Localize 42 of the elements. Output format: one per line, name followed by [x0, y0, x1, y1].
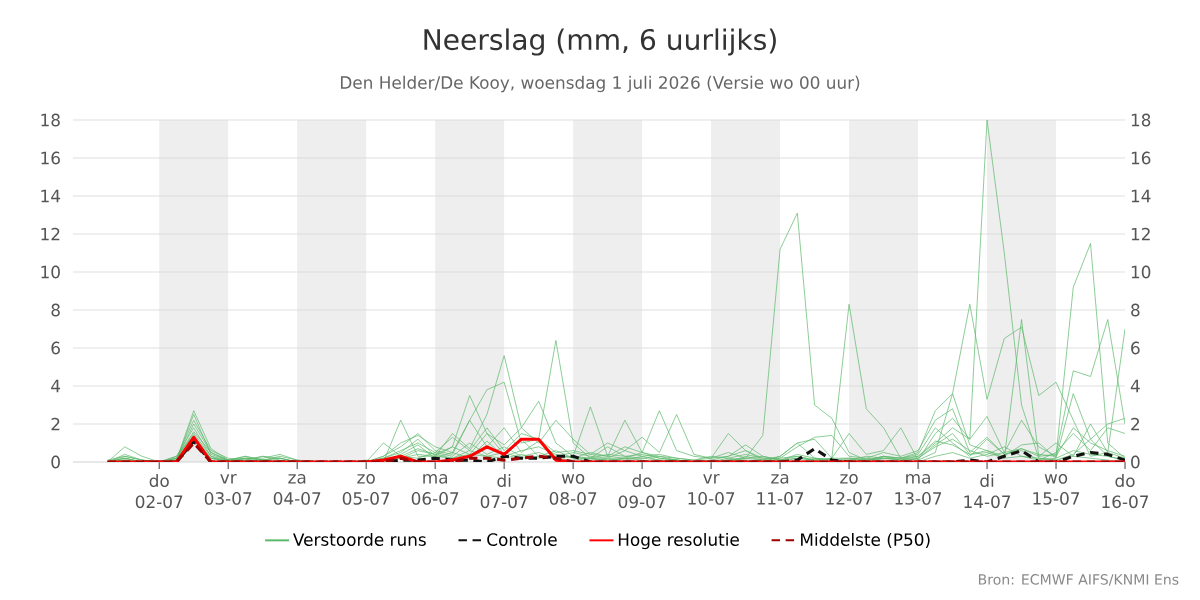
x-tick-label: wo 15-07: [1033, 474, 1080, 505]
x-tick-label: ma 13-07: [895, 474, 942, 505]
y-tick-label: 4: [51, 379, 61, 393]
x-tick-label: wo 08-07: [549, 474, 597, 505]
y2-tick-label: 6: [1131, 341, 1140, 355]
y-tick-label: 0: [51, 455, 60, 469]
x-tick-label: zo 12-07: [826, 474, 873, 505]
x-tick-label: di 07-07: [480, 474, 528, 509]
legend-label: Controle: [487, 532, 557, 546]
x-tick-label: vr 03-07: [204, 474, 252, 505]
legend-label: Hoge resolutie: [618, 532, 739, 550]
x-tick-label: do 16-07: [1102, 474, 1149, 509]
y2-tick-label: 12: [1131, 227, 1150, 241]
chart-title: Neerslag (mm, 6 uurlijks): [424, 28, 776, 56]
chart-subtitle: Den Helder/De Kooy, woensdag 1 juli 2026 (Versie wo 00 uur): [340, 75, 860, 93]
x-tick-label: za 04-07: [273, 474, 321, 505]
y2-tick-label: 4: [1130, 379, 1140, 393]
y2-tick-label: 14: [1131, 189, 1151, 203]
x-tick-label: ma 06-07: [411, 474, 459, 505]
x-tick-label: di 14-07: [964, 474, 1011, 509]
y2-tick-label: 10: [1131, 265, 1151, 279]
y-tick-label: 16: [41, 151, 60, 165]
y2-tick-label: 2: [1131, 417, 1140, 431]
y2-tick-label: 0: [1131, 455, 1140, 469]
x-tick-label: do 02-07: [135, 474, 183, 509]
y2-tick-label: 16: [1131, 151, 1151, 165]
y2-tick-label: 8: [1131, 303, 1140, 317]
x-tick-label: za 11-07: [757, 474, 804, 505]
y-tick-label: 6: [51, 341, 60, 355]
x-tick-label: do 09-07: [618, 474, 666, 509]
legend-label: Middelste (P50): [801, 532, 930, 548]
y-tick-label: 10: [41, 265, 60, 279]
y-tick-label: 18: [41, 113, 60, 127]
x-tick-label: zo 05-07: [342, 474, 390, 505]
legend-label: Verstoorde runs: [293, 532, 426, 546]
x-tick-label: vr 10-07: [688, 474, 735, 505]
text: Bron: ECMWF AIFS/KNMI Ens: [978, 574, 1179, 586]
y-tick-label: 12: [41, 227, 60, 241]
y-tick-label: 8: [51, 303, 60, 317]
y2-tick-label: 18: [1131, 113, 1151, 127]
y-tick-label: 2: [51, 417, 60, 431]
y-tick-label: 14: [41, 189, 61, 203]
